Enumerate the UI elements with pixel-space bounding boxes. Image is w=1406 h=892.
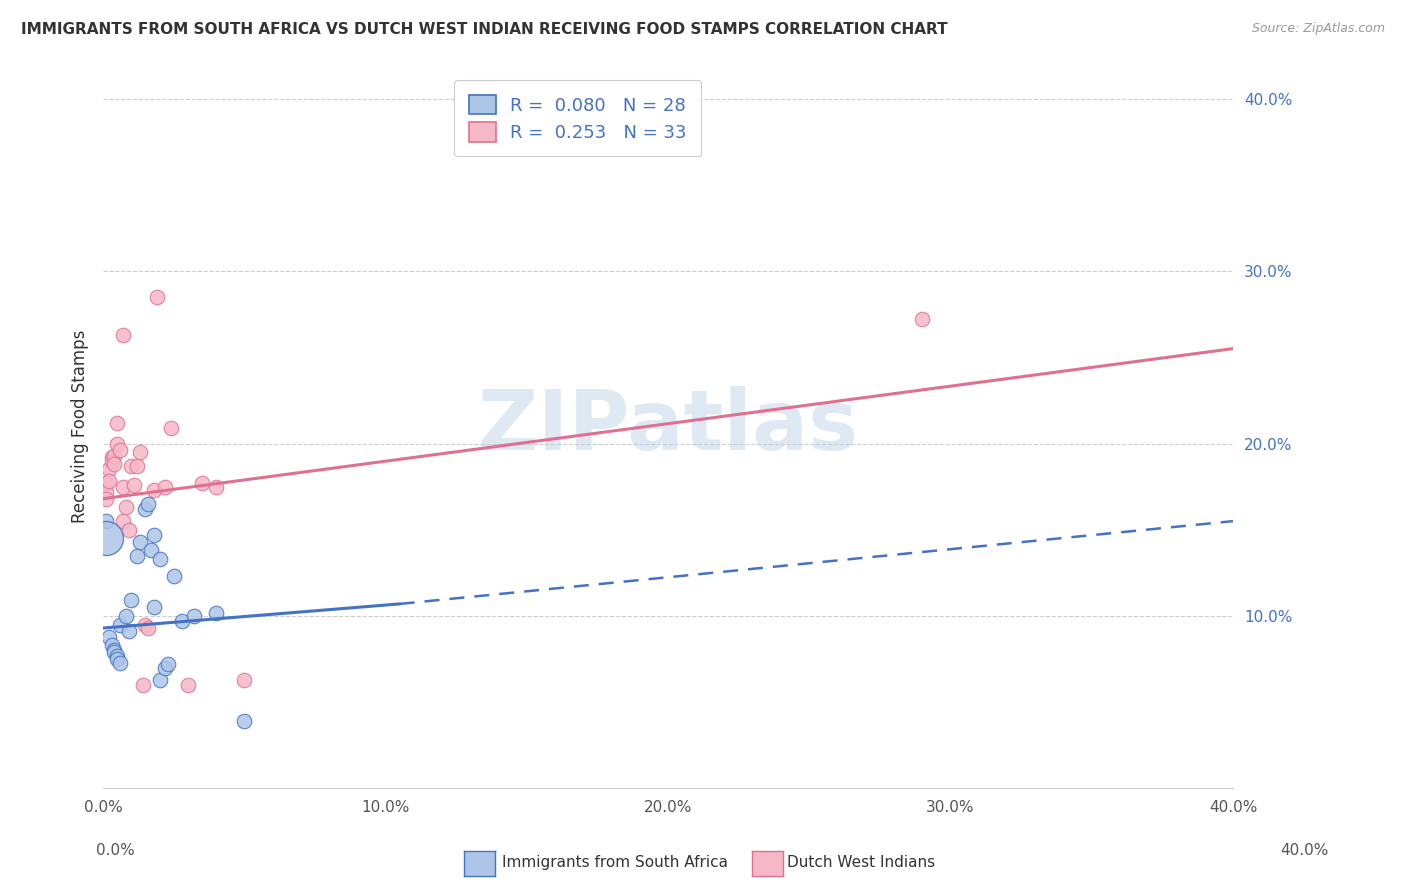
Point	[94, 491, 117, 506]
Point	[97, 475, 120, 489]
Point	[143, 528, 166, 542]
Point	[97, 630, 120, 644]
Point	[136, 621, 159, 635]
Point	[108, 656, 131, 670]
Text: 0.0%: 0.0%	[96, 843, 135, 857]
Point	[120, 458, 142, 473]
Text: ZIPatlas: ZIPatlas	[478, 385, 859, 467]
Y-axis label: Receiving Food Stamps: Receiving Food Stamps	[72, 329, 89, 523]
Point	[149, 673, 172, 687]
Point	[128, 445, 150, 459]
Point	[183, 609, 205, 624]
Point	[160, 421, 183, 435]
Point	[233, 673, 256, 687]
Point	[100, 638, 122, 652]
Point	[172, 614, 194, 628]
Point	[103, 645, 125, 659]
Point	[111, 327, 134, 342]
Text: Source: ZipAtlas.com: Source: ZipAtlas.com	[1251, 22, 1385, 36]
Point	[105, 436, 128, 450]
Text: 40.0%: 40.0%	[1281, 843, 1329, 857]
Point	[111, 514, 134, 528]
Text: Dutch West Indians: Dutch West Indians	[787, 855, 935, 870]
Point	[122, 478, 145, 492]
Point	[141, 543, 163, 558]
Point	[128, 534, 150, 549]
Point	[205, 480, 228, 494]
Point	[149, 552, 172, 566]
Point	[111, 480, 134, 494]
Point	[177, 678, 200, 692]
Point	[146, 290, 169, 304]
Point	[94, 514, 117, 528]
Point	[103, 643, 125, 657]
Point	[134, 502, 156, 516]
Point	[100, 454, 122, 468]
Point	[94, 532, 117, 546]
Point	[205, 606, 228, 620]
Point	[125, 458, 148, 473]
Point	[155, 661, 177, 675]
Text: IMMIGRANTS FROM SOUTH AFRICA VS DUTCH WEST INDIAN RECEIVING FOOD STAMPS CORRELAT: IMMIGRANTS FROM SOUTH AFRICA VS DUTCH WE…	[21, 22, 948, 37]
Point	[114, 500, 136, 515]
Point	[105, 648, 128, 663]
Point	[157, 657, 180, 672]
Point	[143, 600, 166, 615]
Point	[117, 523, 139, 537]
Point	[136, 497, 159, 511]
Legend: R =  0.080   N = 28, R =  0.253   N = 33: R = 0.080 N = 28, R = 0.253 N = 33	[454, 80, 702, 156]
Point	[100, 450, 122, 465]
Point	[105, 416, 128, 430]
Point	[125, 549, 148, 563]
Point	[94, 484, 117, 499]
Point	[117, 624, 139, 639]
Point	[911, 312, 934, 326]
Point	[120, 593, 142, 607]
Point	[191, 476, 214, 491]
Point	[108, 443, 131, 458]
Point	[103, 457, 125, 471]
Point	[163, 569, 186, 583]
Point	[134, 617, 156, 632]
Point	[105, 652, 128, 666]
Point	[155, 480, 177, 494]
Point	[103, 449, 125, 463]
Point	[108, 617, 131, 632]
Point	[233, 714, 256, 729]
Point	[131, 678, 153, 692]
Point	[114, 609, 136, 624]
Point	[94, 476, 117, 491]
Text: Immigrants from South Africa: Immigrants from South Africa	[502, 855, 728, 870]
Point	[97, 462, 120, 476]
Point	[143, 483, 166, 497]
